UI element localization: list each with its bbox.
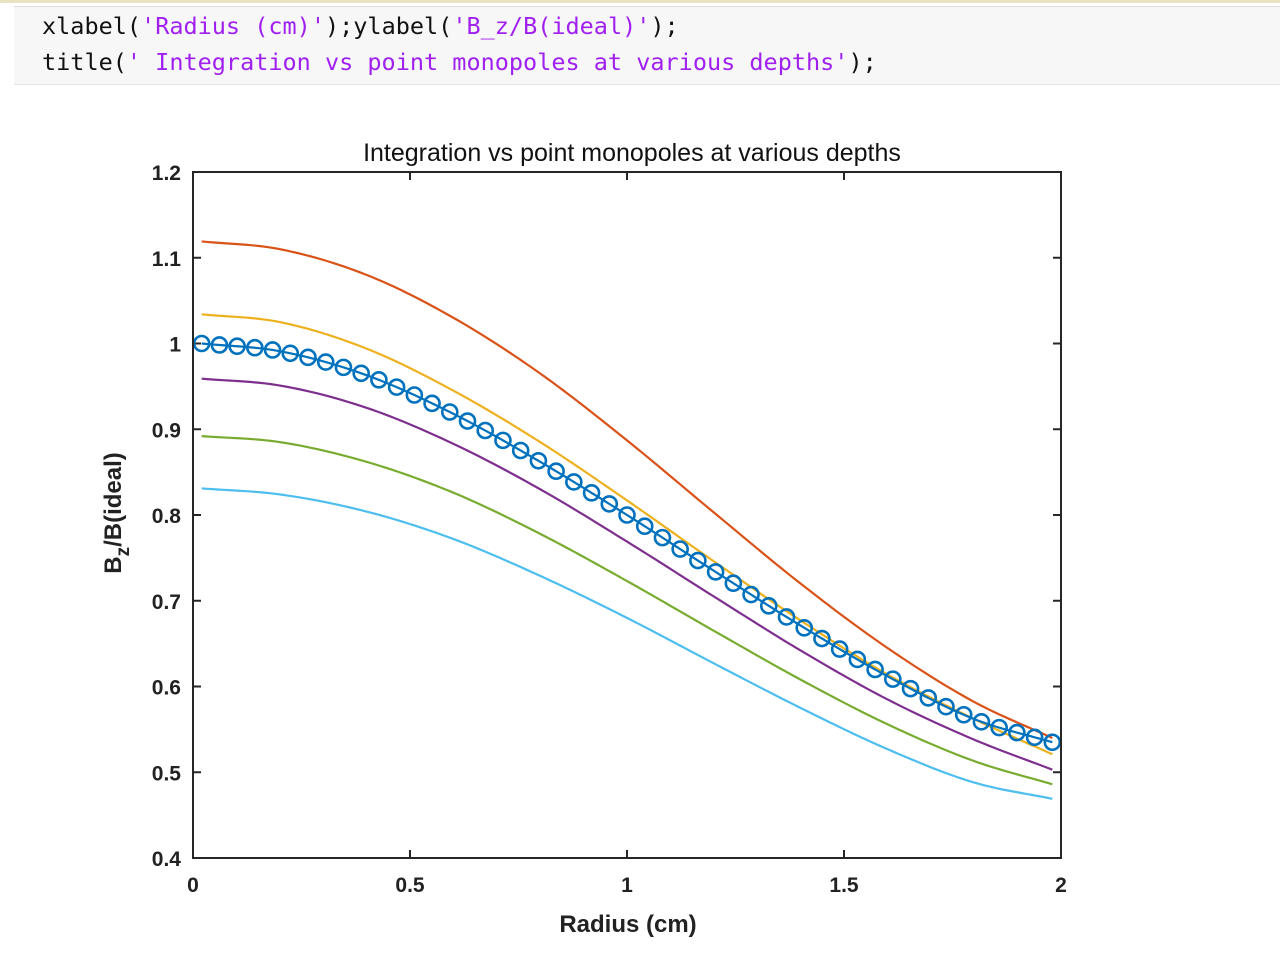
series-line-3: [201, 377, 1053, 771]
series-marker: [476, 421, 495, 440]
series-marker: [635, 517, 654, 536]
series-marker: [618, 506, 636, 524]
series-marker: [352, 364, 370, 383]
x-tick-label: 1.5: [829, 874, 859, 897]
series-marker: [405, 386, 424, 404]
series-marker: [759, 597, 778, 615]
code-line-1[interactable]: xlabel('Radius (cm)');ylabel('B_z/B(idea…: [42, 11, 679, 41]
x-tick-labels: 0 0.5 1 1.5 2: [187, 874, 1067, 897]
series-marker: [210, 336, 229, 354]
series-marker: [1025, 728, 1044, 747]
series-marker: [653, 528, 672, 547]
code-token: xlabel(: [42, 12, 142, 40]
series-marker: [742, 585, 760, 604]
series-marker: [866, 660, 884, 679]
series-marker: [582, 484, 601, 502]
plot-title: Integration vs point monopoles at variou…: [363, 139, 901, 167]
y-tick-label: 0.6: [152, 677, 181, 700]
series-marker: [511, 441, 530, 460]
series-marker: [494, 431, 512, 450]
series-marker: [990, 718, 1008, 737]
y-tick-label: 0.8: [152, 505, 182, 528]
series-marker: [1008, 723, 1026, 742]
y-tick-label: 1: [169, 334, 181, 357]
series-marker: [689, 551, 707, 570]
series-marker: [192, 334, 211, 353]
series-lines: [201, 240, 1053, 800]
y-axis-label-rest: /B(ideal): [100, 452, 127, 547]
series-marker: [901, 679, 920, 698]
code-line-2[interactable]: title(' Integration vs point monopoles a…: [42, 47, 877, 77]
series-marker: [299, 348, 317, 367]
series-marker: [334, 358, 353, 377]
series-markers: [192, 334, 1062, 752]
series-marker: [777, 608, 796, 626]
y-axis-label-main: B: [100, 556, 127, 573]
axes-box: [192, 171, 1062, 859]
top-rule: [0, 0, 1280, 3]
series-marker: [706, 563, 725, 581]
series-marker: [919, 689, 938, 707]
series-marker: [848, 650, 867, 669]
code-token: title(: [42, 48, 127, 76]
y-tick-label: 0.4: [152, 848, 182, 871]
series-line-5: [201, 487, 1053, 800]
series-marker: [547, 462, 565, 481]
x-axis-label: Radius (cm): [559, 911, 696, 938]
series-marker: [671, 540, 689, 558]
series-line-2: [201, 342, 1053, 744]
series-marker: [440, 403, 459, 421]
x-tick-label: 0.5: [395, 874, 425, 897]
y-tick-label: 0.9: [152, 419, 181, 442]
x-tick-label: 2: [1055, 874, 1067, 897]
y-tick-label: 1.2: [152, 162, 181, 185]
series-line-1: [201, 313, 1053, 756]
code-token: );: [650, 12, 679, 40]
series-line-0: [201, 240, 1053, 739]
series-marker: [954, 705, 973, 724]
series-marker: [795, 619, 814, 637]
series-marker: [1043, 733, 1062, 752]
x-tick-label: 1: [621, 874, 633, 897]
series-line-4: [201, 435, 1053, 786]
y-tick-label: 0.7: [152, 591, 181, 614]
figure-plot: Integration vs point monopoles at variou…: [100, 139, 1067, 938]
series-marker: [529, 451, 548, 470]
y-axis-label-sub: z: [113, 547, 134, 557]
series-marker: [830, 640, 849, 658]
series-marker: [387, 378, 406, 396]
series-marker: [565, 473, 583, 491]
series-marker: [937, 697, 955, 716]
series-marker: [813, 629, 831, 648]
series-marker: [370, 371, 388, 389]
series-marker: [600, 495, 619, 513]
y-tick-label: 1.1: [152, 248, 182, 271]
code-cell[interactable]: xlabel('Radius (cm)');ylabel('B_z/B(idea…: [14, 6, 1280, 85]
y-tick-labels: 0.4 0.5 0.6 0.7 0.8 0.9 1 1.1 1.2: [152, 162, 182, 871]
code-string-token: ' Integration vs point monopoles at vari…: [126, 48, 849, 76]
series-marker: [263, 341, 282, 359]
code-token: );: [848, 48, 877, 76]
series-marker: [316, 353, 335, 371]
y-tick-label: 0.5: [152, 762, 182, 785]
code-token: );ylabel(: [324, 12, 453, 40]
series-marker: [458, 412, 477, 430]
series-marker: [281, 344, 300, 363]
x-tick-label: 0: [187, 874, 199, 897]
series-marker: [724, 574, 743, 593]
code-string-token: 'B_z/B(ideal)': [452, 12, 651, 40]
code-string-token: 'Radius (cm)': [141, 12, 325, 40]
series-marker: [246, 338, 264, 357]
y-axis-label: Bz/B(ideal): [100, 452, 134, 574]
series-marker: [228, 337, 246, 356]
series-marker: [972, 713, 991, 731]
series-marker: [884, 670, 902, 688]
series-marker: [423, 394, 441, 413]
